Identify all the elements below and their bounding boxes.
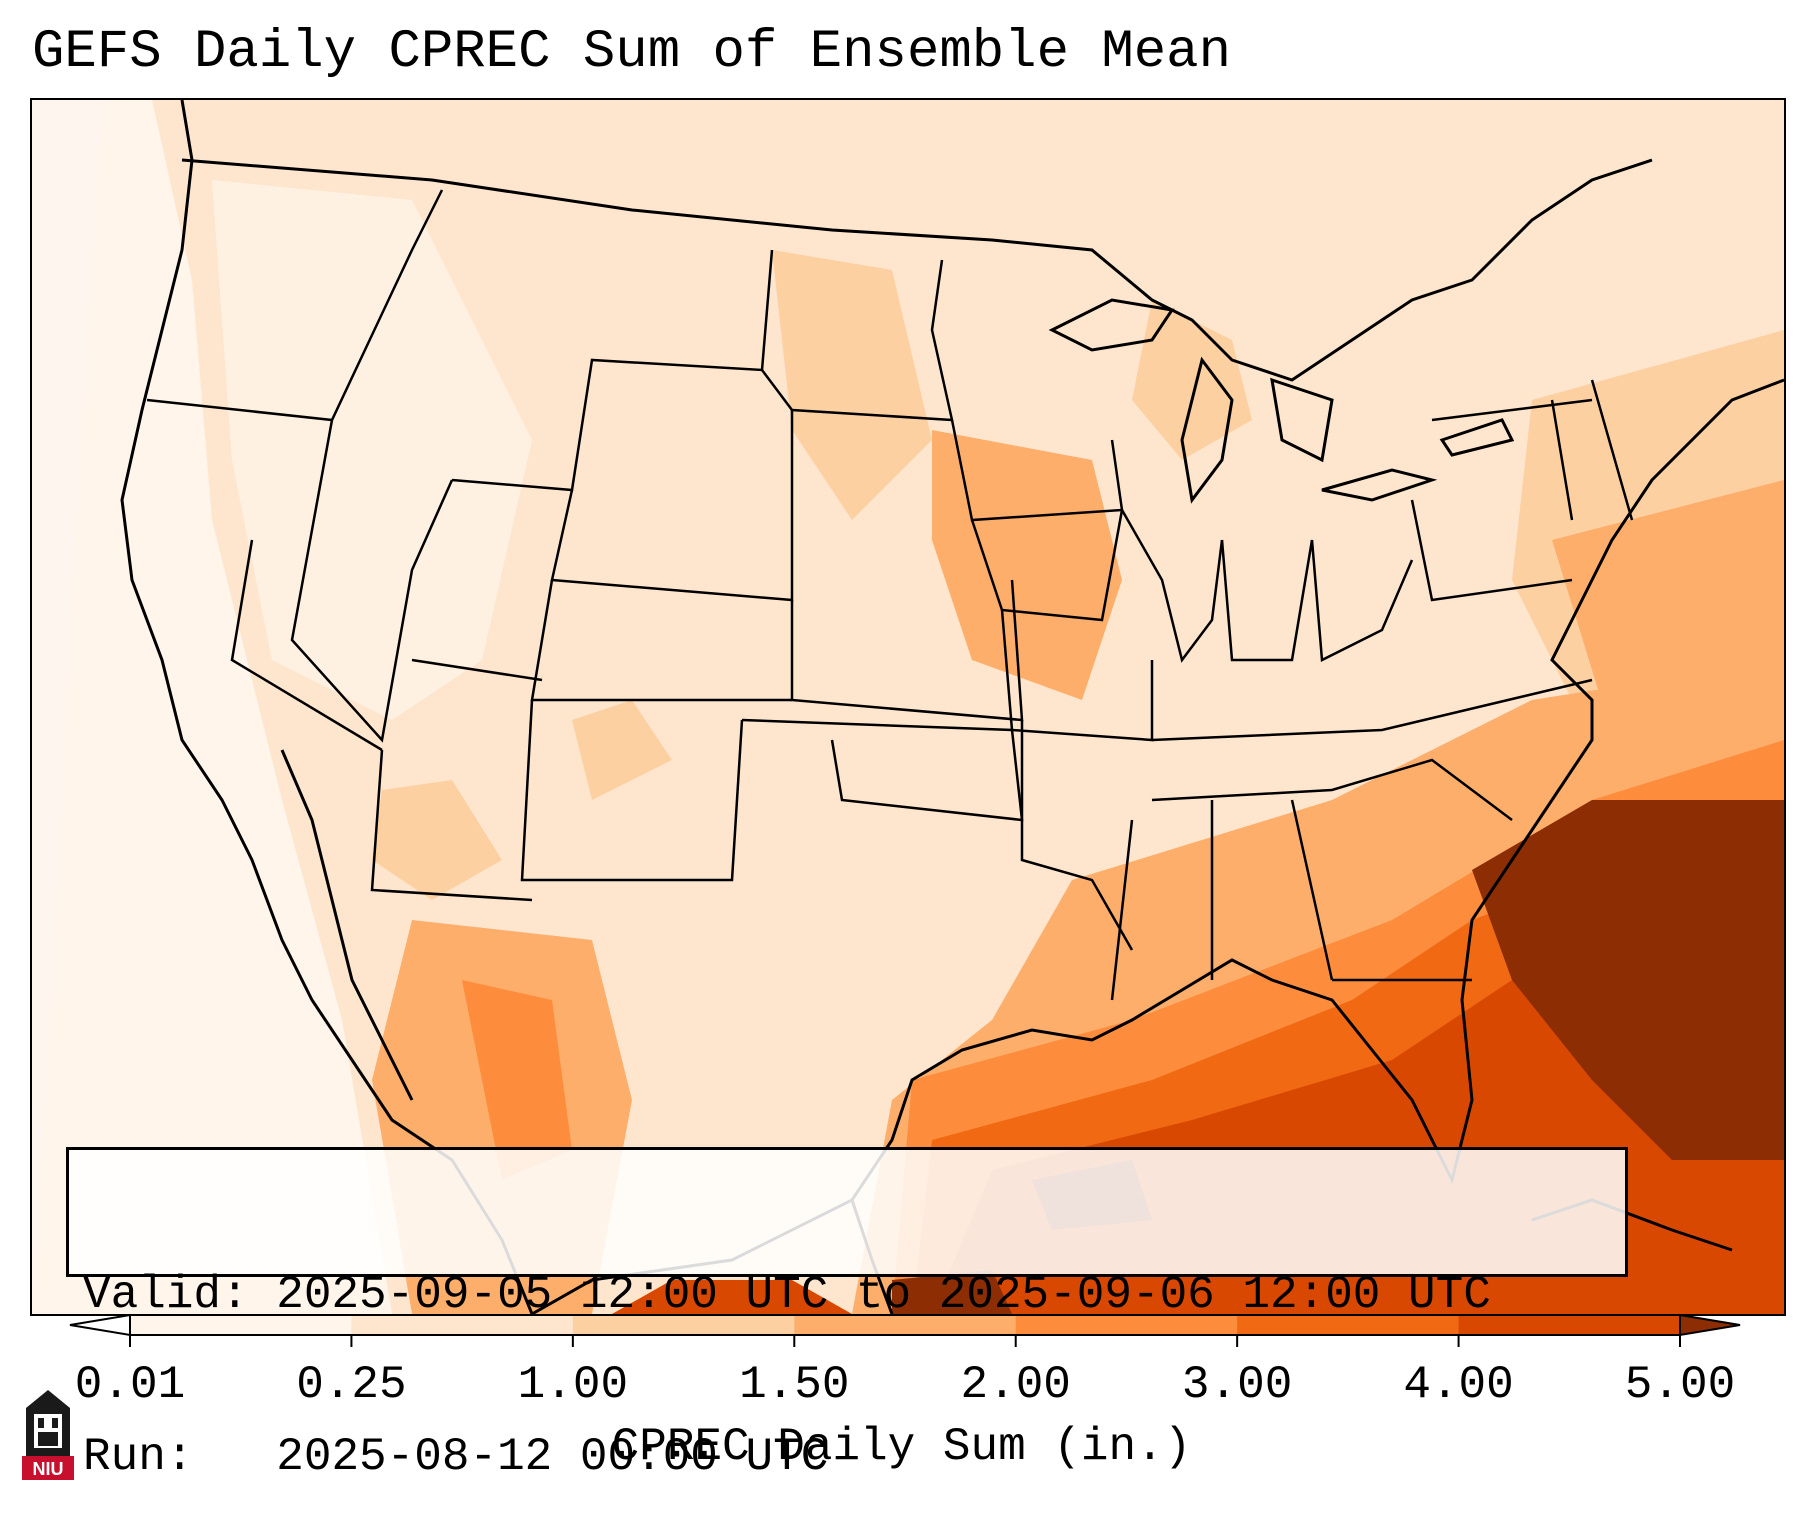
colorbar-segment bbox=[1458, 1315, 1681, 1335]
canada-border bbox=[181, 158, 1653, 382]
colorbar-segment bbox=[1237, 1315, 1460, 1335]
colorbar-tick-label: 2.00 bbox=[960, 1359, 1071, 1411]
valid-run-info-box: Valid: 2025-09-05 12:00 UTC to 2025-09-0… bbox=[66, 1147, 1628, 1483]
colorbar-graphic bbox=[69, 1313, 1741, 1347]
map-title: GEFS Daily CPREC Sum of Ensemble Mean bbox=[32, 22, 1231, 83]
colorbar-segment bbox=[351, 1315, 574, 1335]
gulf-atlantic-coast-outline bbox=[531, 378, 1784, 1314]
lake-huron bbox=[1270, 377, 1334, 463]
baja-outline bbox=[280, 749, 414, 1101]
colorbar-segment bbox=[794, 1315, 1017, 1335]
lake-erie bbox=[1321, 468, 1438, 502]
colorbar-tick-label: 5.00 bbox=[1624, 1359, 1736, 1411]
run-time-text: Run: 2025-08-12 00:00 UTC bbox=[83, 1431, 829, 1483]
lake-superior bbox=[1048, 298, 1175, 352]
colorbar-tick-label: 4.00 bbox=[1403, 1359, 1514, 1411]
lake-ontario bbox=[1439, 418, 1515, 457]
colorbar-extend-high bbox=[1679, 1313, 1741, 1337]
colorbar-extend-low bbox=[69, 1313, 131, 1337]
state-boundaries bbox=[146, 189, 1634, 1001]
lake-michigan bbox=[1180, 356, 1234, 504]
precip-field-light-west bbox=[32, 100, 392, 1314]
colorbar-tick-label: 0.01 bbox=[74, 1359, 186, 1411]
precip-map bbox=[32, 100, 1784, 1314]
colorbar-segment bbox=[130, 1315, 352, 1335]
niu-logo-text: NIU bbox=[33, 1459, 64, 1479]
colorbar bbox=[69, 1313, 1741, 1355]
colorbar-tick-label: 1.00 bbox=[517, 1359, 629, 1411]
niu-logo: NIU bbox=[22, 1390, 74, 1480]
niu-logo-banner bbox=[22, 1456, 74, 1480]
west-coast-outline bbox=[120, 100, 534, 1314]
colorbar-segment bbox=[1015, 1315, 1238, 1335]
colorbar-label: CPREC Daily Sum (in.) bbox=[611, 1421, 1192, 1473]
valid-time-text: Valid: 2025-09-05 12:00 UTC to 2025-09-0… bbox=[83, 1269, 1491, 1321]
colorbar-segment bbox=[572, 1315, 795, 1335]
map-panel bbox=[30, 98, 1786, 1316]
colorbar-tick-label: 0.25 bbox=[296, 1359, 407, 1411]
colorbar-tick-label: 1.50 bbox=[739, 1359, 850, 1411]
colorbar-outline bbox=[129, 1314, 1681, 1336]
colorbar-tick-label: 3.00 bbox=[1181, 1359, 1293, 1411]
